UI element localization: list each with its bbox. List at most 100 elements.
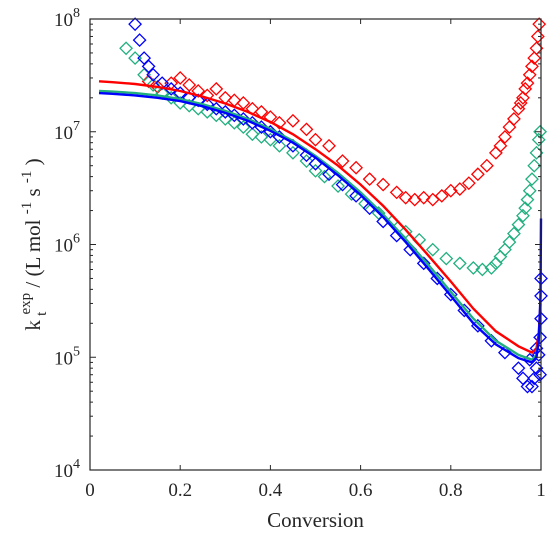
scatter-point [416, 190, 431, 205]
scatter-point [286, 113, 300, 128]
scatter-point [439, 251, 454, 266]
scatter-point [533, 124, 548, 139]
scatter-point [520, 379, 535, 394]
y-axis-label-units: s [21, 188, 45, 196]
scatter-point [200, 97, 215, 112]
scatter-point [128, 17, 143, 32]
scatter-point [389, 185, 404, 200]
scatter-point [416, 256, 431, 271]
scatter-point [425, 242, 440, 257]
y-tick-label: 106 [54, 232, 80, 257]
scatter-point [254, 129, 269, 144]
scatter-point [245, 127, 260, 142]
scatter-point [513, 96, 528, 110]
scatter-point [236, 120, 251, 135]
scatter-point [525, 379, 539, 394]
scatter-point [527, 158, 542, 173]
scatter-point [484, 260, 499, 275]
model-lines-layer [98, 80, 543, 364]
x-tick-label: 0.2 [168, 480, 192, 501]
x-tick-label: 0.6 [349, 480, 373, 501]
scatter-point [272, 115, 287, 130]
x-tick-label: 0.4 [259, 480, 283, 501]
scatter-point [371, 206, 386, 220]
y-tick-label-exponent: 5 [73, 344, 80, 359]
y-tick-label: 108 [54, 6, 80, 31]
scatter-point [434, 188, 449, 203]
scatter-point [452, 182, 467, 197]
x-axis-label: Conversion [267, 508, 364, 532]
scatter-point [132, 33, 147, 48]
scatter-point [119, 41, 133, 56]
scatter-point [466, 260, 481, 275]
y-tick-label-exponent: 7 [73, 119, 80, 134]
scatter-point [498, 345, 512, 360]
scatter-point [493, 138, 508, 153]
scatter-point [173, 71, 188, 85]
series-layer [119, 17, 548, 394]
scatter-point [308, 163, 323, 178]
scatter-point [146, 67, 161, 82]
model-line [98, 91, 543, 364]
scatter-point [322, 138, 336, 153]
y-axis-label-subscript: t [34, 311, 50, 316]
scatter-point [493, 249, 508, 264]
x-tick-label: 0.8 [439, 480, 463, 501]
x-tick-label: 1 [536, 480, 546, 501]
scatter-point [317, 169, 332, 184]
scatter-point [533, 330, 548, 345]
y-tick-label-exponent: 8 [73, 6, 80, 21]
y-axis-label-symbol: k [21, 320, 45, 331]
scatter-point [461, 176, 476, 191]
scatter-point [479, 158, 494, 173]
scatter-point [331, 179, 345, 193]
scatter-point [141, 59, 156, 74]
y-axis-label-units-exponent: -1 [19, 202, 35, 215]
scatter-point [531, 132, 546, 147]
scatter-point [272, 138, 287, 153]
y-tick-label-base: 10 [54, 236, 73, 257]
scatter-point [516, 90, 530, 105]
scatter-point [518, 201, 533, 216]
scatter-point [137, 51, 152, 66]
scatter-point [452, 256, 467, 271]
scatter-point [349, 160, 364, 175]
scatter-point [209, 81, 224, 96]
y-axis-label: k t exp / (L mol -1 s -1 ) [11, 158, 51, 330]
y-axis-label-superscript: exp [18, 293, 34, 315]
scatter-point [527, 371, 542, 386]
scatter-point [362, 172, 377, 187]
scatter-point [525, 172, 539, 187]
y-tick-label: 105 [54, 344, 80, 369]
scatter-point [470, 167, 485, 182]
scatter-point [488, 256, 503, 271]
scatter-point [164, 81, 179, 96]
scatter-point [498, 129, 512, 144]
x-tick-label: 0 [85, 480, 95, 501]
scatter-point [155, 76, 170, 91]
scatter-point [200, 88, 215, 103]
model-line [98, 80, 542, 355]
scatter-point [488, 145, 503, 160]
x-axis-ticks: 0 0.2 0.4 0.6 0.8 1 [85, 19, 546, 501]
scatter-point [191, 84, 206, 98]
scatter-point [522, 67, 537, 82]
scatter-point [527, 51, 542, 66]
scatter-point [511, 217, 526, 232]
scatter-point [376, 177, 391, 192]
scatter-point [507, 226, 521, 241]
y-axis-label-units-exponent: -1 [19, 171, 35, 184]
scatter-point [286, 145, 300, 160]
scatter-point [227, 115, 242, 130]
scatter-point [299, 122, 314, 137]
scatter-point [335, 154, 350, 168]
scatter-point [530, 29, 545, 44]
scatter-point [511, 361, 526, 376]
scatter-series [119, 41, 548, 277]
scatter-point [516, 208, 530, 223]
scatter-series [128, 17, 548, 394]
scatter-point [308, 132, 323, 147]
y-tick-label-base: 10 [54, 10, 73, 31]
